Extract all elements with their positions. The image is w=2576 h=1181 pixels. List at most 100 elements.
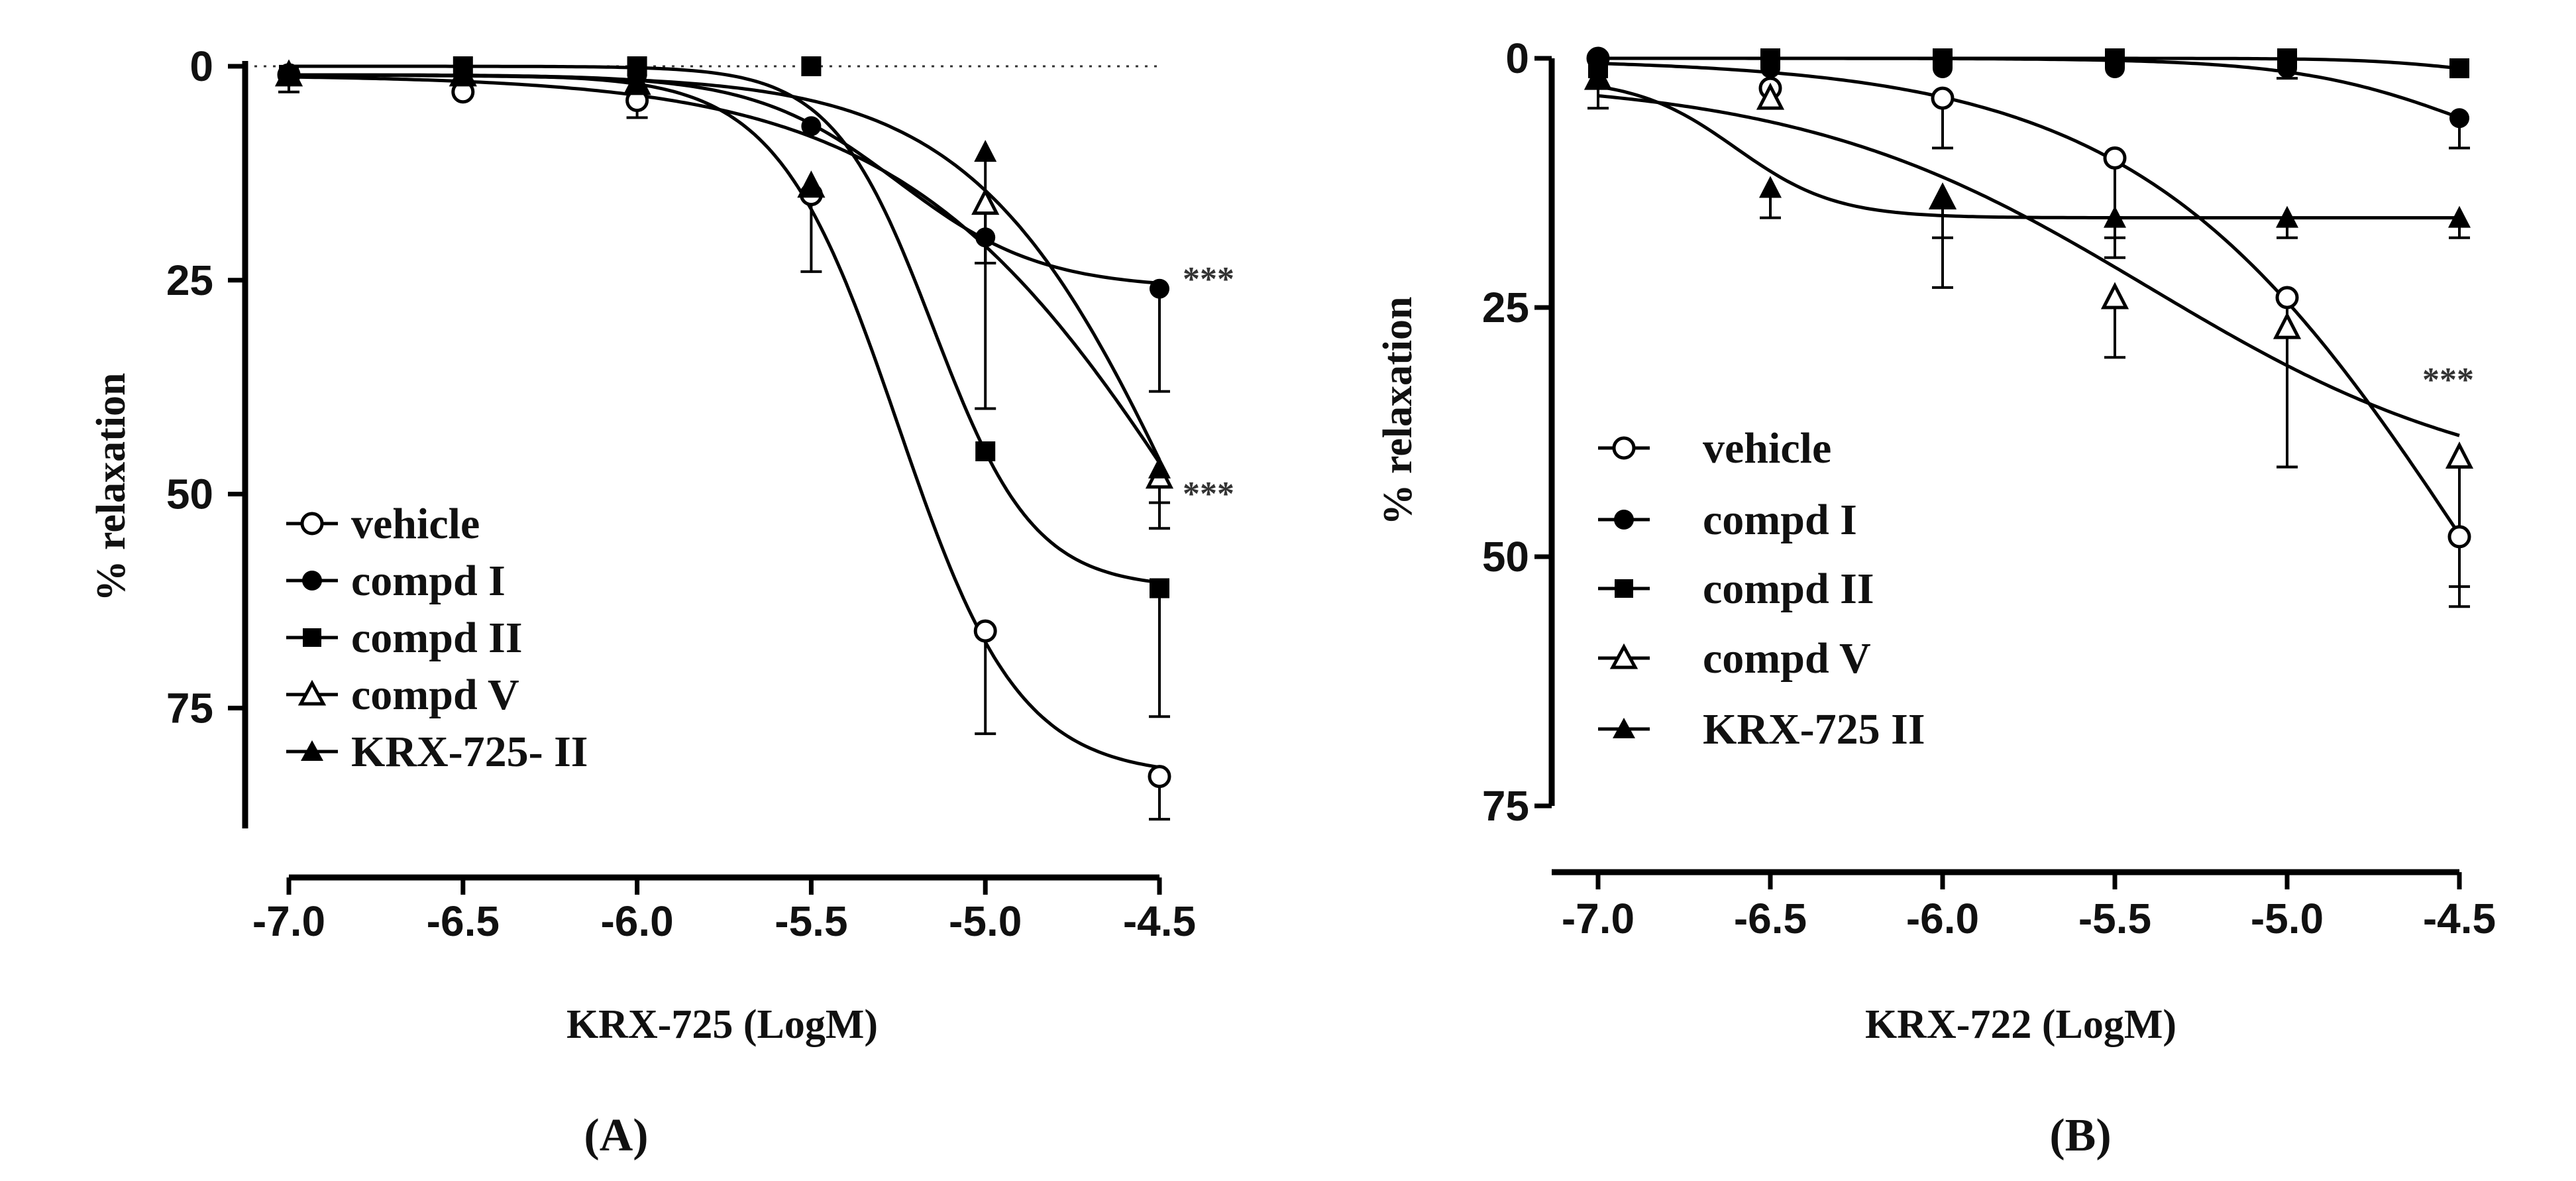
panel-a-fitted-curves: [288, 64, 1161, 769]
panel-b-point-compd-ii: [2449, 58, 2469, 79]
panel-b-curve-compd-v: [1597, 94, 2460, 437]
panel-b-data-points: [1583, 46, 2474, 549]
panel-a-x-tick-label: -5.0: [949, 897, 1022, 945]
panel-b-x-tick-label: -6.5: [1734, 895, 1807, 942]
panel-a-legend-label-compd-i: compd I: [351, 557, 506, 605]
panel-a-sig-label-2: ***: [1183, 475, 1234, 513]
panel-a-point-compd-i: [975, 227, 996, 248]
panel-a-legend-item-compd-ii: compd II: [286, 614, 523, 662]
panel-b-point-vehicle: [1931, 86, 1955, 110]
panel-b-point-vehicle: [2275, 286, 2299, 309]
panel-b-legend-label-compd-v: compd V: [1703, 634, 1871, 683]
panel-a-legend-marker-krx-725-ii: [301, 740, 323, 761]
panel-b-x-tick-label: -4.5: [2423, 895, 2496, 942]
panel-a-x-ticks: -7.0 -6.5 -6.0 -5.5 -5.0 -4.5: [252, 877, 1196, 945]
panel-b-label: (B): [2049, 1110, 2111, 1161]
panel-a-y-ticks: 0 25 50 75: [166, 42, 245, 732]
panel-a-point-krx-725-ii: [278, 62, 300, 85]
panel-a-legend-item-vehicle: vehicle: [286, 500, 480, 548]
panel-b-y-tick-label: 75: [1482, 782, 1529, 830]
panel-b-legend-item-compd-v: compd V: [1598, 634, 1871, 683]
panel-b-legend-marker-compd-v: [1609, 643, 1638, 669]
panel-b-point-krx-725-ii: [1587, 66, 1609, 89]
panel-a-y-tick-label: 50: [166, 471, 213, 518]
panel-b-fitted-curves: [1597, 56, 2461, 536]
panel-b-chart: -7.0 -6.5 -6.0 -5.5 -5.0 -4.5 0 25 50 75 *** % r…: [1375, 34, 2496, 1161]
panel-a-point-compd-i: [1150, 278, 1169, 299]
panel-b-point-compd-v: [1756, 82, 1785, 110]
panel-b-legend-label-compd-ii: compd II: [1703, 565, 1874, 613]
panel-a-y-tick-label: 25: [166, 256, 213, 304]
panel-b-x-tick-label: -5.0: [2251, 895, 2324, 942]
panel-a-point-compd-i: [801, 116, 822, 137]
panel-b-curve-compd-i: [1598, 56, 2460, 119]
panel-b-x-tick-label: -7.0: [1562, 895, 1635, 942]
panel-a-chart: -7.0 -6.5 -6.0 -5.5 -5.0 -4.5 0 25 50 75 *** ***…: [89, 42, 1234, 1161]
panel-b-point-krx-725-ii: [2448, 205, 2471, 228]
panel-b-point-vehicle: [2103, 146, 2127, 170]
panel-a-legend-item-compd-i: compd I: [286, 557, 506, 605]
panel-a-legend-marker-vehicle: [300, 512, 324, 535]
panel-b-legend-label-compd-i: compd I: [1703, 496, 1857, 544]
panel-b-point-compd-v: [2100, 282, 2129, 309]
panel-b-point-compd-ii: [1933, 48, 1953, 68]
panel-b-point-compd-ii: [1760, 48, 1780, 68]
panel-a-y-tick-label: 0: [189, 42, 213, 90]
panel-b-legend-marker-compd-i: [1614, 510, 1634, 530]
panel-a-legend-marker-compd-v: [297, 679, 327, 706]
panel-b-point-krx-725-ii: [1931, 186, 1954, 208]
panel-a-x-axis-title: KRX-725 (LogM): [566, 1002, 878, 1047]
panel-b-legend-item-compd-i: compd I: [1598, 496, 1857, 544]
panel-b-point-krx-725-ii: [2104, 205, 2126, 228]
panel-a-x-tick-label: -6.0: [600, 897, 673, 945]
panel-a-legend-label-krx-725-ii: KRX-725- II: [351, 728, 588, 776]
panel-a-curve-compd-ii: [289, 64, 1160, 585]
panel-b-point-compd-ii: [2105, 48, 2125, 68]
panel-a-legend-marker-compd-i: [302, 571, 322, 590]
panel-a-legend-marker-compd-ii: [303, 628, 321, 647]
panel-a-x-tick-label: -4.5: [1123, 897, 1196, 945]
panel-b-legend-label-krx-725-ii: KRX-725 II: [1703, 705, 1925, 754]
panel-a-y-tick-label: 75: [166, 684, 213, 732]
panel-a-label: (A): [584, 1110, 648, 1161]
panel-b-x-tick-label: -6.0: [1906, 895, 1979, 942]
panel-b-x-axis-title: KRX-722 (LogM): [1865, 1002, 2176, 1047]
panel-a-point-vehicle: [973, 619, 997, 643]
panel-a-sig-label-1: ***: [1183, 260, 1234, 298]
panel-a-curve-krx-725-ii: [289, 73, 1161, 461]
panel-b-y-axis-title: % relaxation: [1375, 297, 1421, 526]
panel-a-x-tick-label: -5.5: [775, 897, 847, 945]
panel-a-legend-label-vehicle: vehicle: [351, 500, 480, 548]
panel-b-point-compd-v: [2445, 441, 2474, 469]
panel-b-point-krx-725-ii: [2276, 205, 2298, 228]
panel-a-point-krx-725-ii: [625, 71, 649, 93]
panel-a-legend-item-compd-v: compd V: [286, 671, 519, 719]
panel-b-error-bars: [1587, 68, 2470, 608]
panel-b-legend-marker-vehicle: [1612, 436, 1636, 460]
panel-a-x-tick-label: -6.5: [427, 897, 500, 945]
panel-a-data-points: [274, 56, 1174, 789]
panel-a-curve-vehicle: [289, 73, 1160, 769]
panel-b-curve-compd-ii: [1598, 56, 2460, 70]
panel-b-legend-marker-krx-725-ii: [1613, 718, 1635, 738]
panel-a-curve-compd-v: [288, 75, 1161, 464]
panel-a-x-tick-label: -7.0: [252, 897, 325, 945]
panel-a-point-krx-725-ii: [451, 62, 474, 85]
panel-a-legend-label-compd-v: compd V: [351, 671, 519, 719]
panel-b-y-ticks: 0 25 50 75: [1482, 34, 1552, 830]
panel-a-point-compd-ii: [1150, 578, 1169, 598]
panel-b-point-krx-725-ii: [1759, 176, 1782, 198]
panel-b-legend-label-vehicle: vehicle: [1703, 424, 1831, 473]
panel-b-y-tick-label: 25: [1482, 284, 1529, 331]
panel-b-curve-krx-725-ii: [1597, 85, 2459, 220]
panel-a-point-compd-v: [971, 188, 1000, 215]
panel-b-point-compd-v: [2273, 311, 2302, 339]
panel-a-point-krx-725-ii: [1148, 456, 1171, 478]
panel-b-sig-label: ***: [2422, 361, 2474, 399]
panel-a-legend-item-krx-725-ii: KRX-725- II: [286, 728, 588, 776]
panel-b-point-compd-ii: [2277, 48, 2297, 68]
panel-a-point-krx-725-ii: [974, 140, 997, 162]
panel-b-legend-item-vehicle: vehicle: [1598, 424, 1831, 473]
panel-a-point-krx-725-ii: [800, 174, 823, 196]
